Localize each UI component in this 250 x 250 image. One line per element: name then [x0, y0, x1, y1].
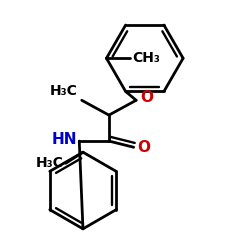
Text: H₃C: H₃C	[50, 84, 78, 98]
Text: O: O	[137, 140, 150, 155]
Text: CH₃: CH₃	[132, 51, 160, 65]
Text: O: O	[140, 90, 153, 105]
Text: H₃C: H₃C	[35, 156, 63, 170]
Text: HN: HN	[51, 132, 77, 146]
